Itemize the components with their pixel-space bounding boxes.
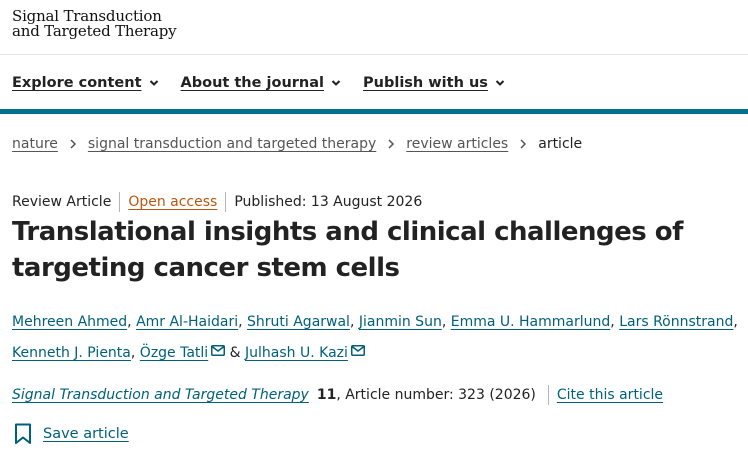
accent-bar	[0, 109, 748, 114]
author-separator: ,	[733, 314, 738, 330]
save-article-label: Save article	[43, 426, 129, 442]
nav-about-journal[interactable]: About the journal	[181, 73, 342, 93]
author-separator: ,	[441, 314, 447, 330]
meta-divider	[119, 192, 121, 212]
author-link[interactable]: Shruti Agarwal	[247, 314, 350, 330]
mail-icon[interactable]	[211, 345, 226, 356]
author-link[interactable]: Mehreen Ahmed	[12, 314, 128, 330]
meta-divider	[225, 192, 227, 212]
nav-explore-content[interactable]: Explore content	[12, 73, 159, 93]
chevron-right-icon	[388, 139, 395, 149]
author-link[interactable]: Lars Rönnstrand	[619, 314, 734, 330]
author-and: &	[229, 345, 241, 361]
published-date: Published: 13 August 2026	[234, 194, 423, 210]
main-nav: Explore content About the journal Publis…	[12, 73, 527, 93]
cite-divider	[547, 385, 549, 405]
author-link[interactable]: Özge Tatli	[139, 345, 209, 361]
cite-article-link[interactable]: Cite this article	[556, 387, 664, 403]
journal-logo[interactable]: Signal Transduction and Targeted Therapy	[12, 7, 177, 40]
author-separator: ,	[349, 314, 355, 330]
author-separator: ,	[130, 345, 136, 361]
article-title: Translational insights and clinical chal…	[12, 217, 683, 283]
article-number: , Article number: 323 (2026)	[336, 387, 536, 403]
breadcrumb-journal[interactable]: signal transduction and targeted therapy	[87, 136, 377, 152]
journal-link[interactable]: Signal Transduction and Targeted Therapy	[12, 387, 309, 403]
citation-line: Signal Transduction and Targeted Therapy…	[12, 385, 663, 405]
logo-line-1: Signal Transduction	[12, 7, 162, 25]
breadcrumb: nature signal transduction and targeted …	[12, 136, 582, 152]
chevron-right-icon	[70, 139, 76, 149]
bookmark-icon	[15, 423, 31, 444]
volume-number: 11	[316, 387, 337, 403]
author-separator: ,	[127, 314, 132, 330]
author-link[interactable]: Kenneth J. Pienta	[12, 345, 131, 361]
nav-explore-content-label: Explore content	[12, 75, 142, 91]
chevron-down-icon	[149, 80, 158, 86]
breadcrumb-current: article	[538, 136, 583, 152]
author-link[interactable]: Jianmin Sun	[358, 314, 442, 330]
author-separator: ,	[238, 314, 243, 330]
author-separator: ,	[610, 314, 615, 330]
article-type: Review Article	[12, 194, 112, 210]
author-link[interactable]: Emma U. Hammarlund	[450, 314, 611, 330]
nav-publish-with-us[interactable]: Publish with us	[363, 73, 505, 93]
mail-icon[interactable]	[350, 345, 365, 356]
header-divider	[0, 54, 748, 55]
save-article-button[interactable]: Save article	[14, 423, 129, 445]
open-access-link[interactable]: Open access	[128, 194, 218, 210]
nav-publish-with-us-label: Publish with us	[363, 75, 488, 91]
nav-about-journal-label: About the journal	[180, 75, 325, 91]
chevron-right-icon	[520, 139, 527, 149]
chevron-down-icon	[495, 80, 505, 86]
breadcrumb-review-articles[interactable]: review articles	[406, 136, 509, 152]
chevron-down-icon	[331, 80, 341, 86]
breadcrumb-nature[interactable]: nature	[12, 136, 58, 152]
author-link[interactable]: Julhash U. Kazi	[245, 345, 348, 361]
article-meta: Review Article Open access Published: 13…	[12, 192, 422, 212]
logo-line-2: and Targeted Therapy	[12, 22, 177, 40]
author-list: Mehreen Ahmed, Amr Al-Haidari, Shruti Ag…	[12, 307, 748, 369]
author-link[interactable]: Amr Al-Haidari	[136, 314, 239, 330]
